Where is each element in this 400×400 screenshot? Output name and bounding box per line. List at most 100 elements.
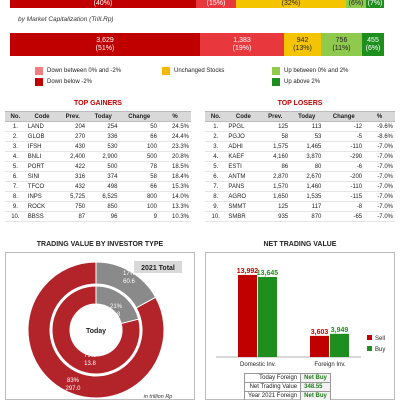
- table-row: 2. GLOB 270 336 66 24.4%: [5, 131, 191, 142]
- cell-change: 800: [119, 191, 159, 202]
- cell-change: 500: [119, 151, 159, 162]
- table-row: 4. KAEF 4,160 3,870 -290 -7.0%: [205, 151, 395, 162]
- cell-prev: 1,650: [260, 191, 291, 202]
- top-gainers-table: No. Code Prev. Today Change % 1. LAND 204 2…: [5, 111, 191, 222]
- cell-pct: 24.4%: [158, 131, 191, 142]
- cell-pct: -7.0%: [364, 181, 395, 192]
- table-row: 3. IFSH 430 530 100 23.3%: [5, 141, 191, 152]
- cell-prev: 1,575: [260, 141, 291, 152]
- cell-prev: 422: [58, 161, 88, 172]
- cell-change: -6: [323, 161, 365, 172]
- table-row: 8. INPS 5,725 6,525 800 14.0%: [5, 191, 191, 202]
- cell-pct: 24.5%: [158, 121, 191, 132]
- net-trading-summary: Today Foreign Net Buy Net Trading Value …: [243, 373, 331, 400]
- market-cap-subtitle: by Market Capitalization (Trill.Rp): [18, 16, 114, 23]
- cell-pct: 23.3%: [158, 141, 191, 152]
- cell-today: 80: [290, 161, 324, 172]
- cell-pct: 14.0%: [158, 191, 191, 202]
- table-row: 6. SINI 316 374 58 18.4%: [5, 171, 191, 182]
- cell-code: PORT: [25, 161, 59, 172]
- cell-code: ANTM: [226, 171, 261, 182]
- outer-foreign-val: 60.6: [123, 279, 135, 285]
- bar-segment-down-big: (40%): [10, 0, 196, 8]
- cell-no: 4.: [5, 151, 26, 162]
- inner-domestic-val: 13.8: [84, 361, 96, 367]
- cell-no: 6.: [5, 171, 26, 182]
- outer-foreign-pct: 17%: [123, 271, 136, 277]
- cell-code: TFCO: [25, 181, 59, 192]
- cap-segment-unchanged: 942 (13%): [284, 33, 321, 56]
- legend-swatch-up-big: [272, 78, 280, 86]
- top-gainers-title: TOP GAINERS: [74, 100, 122, 107]
- col-prev: Prev.: [260, 111, 291, 122]
- summary-value: Net Buy: [300, 373, 331, 383]
- cell-today: 374: [87, 171, 120, 182]
- cell-prev: 58: [260, 131, 291, 142]
- cell-change: -8: [323, 201, 365, 212]
- summary-label: Year 2021 Foreign: [243, 391, 302, 400]
- cell-no: 4.: [205, 151, 227, 162]
- cell-prev: 125: [260, 121, 291, 132]
- cell-today: 254: [87, 121, 120, 132]
- cell-no: 10.: [5, 211, 26, 222]
- bar-sell-domestic: [238, 274, 257, 357]
- cell-today: 500: [87, 161, 120, 172]
- net-trading-title: NET TRADING VALUE: [263, 241, 337, 248]
- bar-segment-up-big: (7%): [366, 0, 384, 8]
- cell-today: 1,535: [290, 191, 324, 202]
- cell-pct: 18.5%: [158, 161, 191, 172]
- table-row: 9. SMMT 125 117 -8 -7.0%: [205, 201, 395, 212]
- summary-row: Net Trading Value 348.55: [243, 382, 331, 392]
- total-label-box: [134, 261, 182, 273]
- cell-today: 6,525: [87, 191, 120, 202]
- unit-note: in trillion Rp: [144, 394, 173, 400]
- donut-outer-foreign: [95, 261, 157, 309]
- investor-chart-title: TRADING VALUE BY INVESTOR TYPE: [36, 241, 164, 248]
- investor-chart-panel: Today 2021 Total 17% 60.6 21% 3.8 79% 13…: [5, 252, 195, 400]
- cell-code: SINI: [25, 171, 59, 182]
- legend-sell-label: Sell: [375, 336, 385, 342]
- cell-today: 113: [290, 121, 324, 132]
- x-tick-domestic: Domestic Inv.: [240, 362, 276, 368]
- legend-buy-swatch: [367, 346, 372, 351]
- cell-code: BBSS: [25, 211, 59, 222]
- cell-today: 53: [290, 131, 324, 142]
- total-label: 2021 Total: [141, 265, 175, 272]
- cell-code: ESTI: [226, 161, 261, 172]
- cell-no: 7.: [5, 181, 26, 192]
- cell-no: 7.: [205, 181, 227, 192]
- cell-change: -110: [323, 181, 365, 192]
- cell-today: 850: [87, 201, 120, 212]
- cell-pct: -9.6%: [364, 121, 395, 132]
- legend-label-unchanged: Unchanged Stocks: [174, 68, 225, 74]
- cell-change: 78: [119, 161, 159, 172]
- cell-code: SMMT: [226, 201, 261, 212]
- cell-code: BNLI: [25, 151, 59, 162]
- cell-prev: 2,400: [58, 151, 88, 162]
- cell-no: 8.: [205, 191, 227, 202]
- cell-today: 1,460: [290, 181, 324, 192]
- cell-today: 530: [87, 141, 120, 152]
- cell-no: 9.: [205, 201, 227, 212]
- cell-code: PPGL: [226, 121, 261, 132]
- cell-code: ROCK: [25, 201, 59, 212]
- cell-pct: 15.3%: [158, 181, 191, 192]
- summary-value: Net Buy: [300, 391, 331, 400]
- top-losers-table: No. Code Prev. Today Change % 1. PPGL 125 1…: [205, 111, 395, 222]
- cell-pct: -7.0%: [364, 151, 395, 162]
- cell-no: 5.: [205, 161, 227, 172]
- cell-code: LAND: [25, 121, 59, 132]
- inner-foreign-pct: 21%: [110, 304, 123, 310]
- cell-no: 8.: [5, 191, 26, 202]
- table-row: 1. PPGL 125 113 -12 -9.6%: [205, 121, 395, 132]
- summary-row: Year 2021 Foreign Net Buy: [243, 391, 331, 400]
- cell-today: 336: [87, 131, 120, 142]
- cell-pct: -7.0%: [364, 161, 395, 172]
- cell-code: ADHI: [226, 141, 261, 152]
- top-losers-title: TOP LOSERS: [277, 100, 323, 107]
- cell-change: -115: [323, 191, 365, 202]
- cell-prev: 430: [58, 141, 88, 152]
- cell-change: -65: [323, 211, 365, 222]
- bar-sell-foreign: [310, 335, 329, 357]
- table-row: 9. ROCK 750 850 100 13.3%: [5, 201, 191, 212]
